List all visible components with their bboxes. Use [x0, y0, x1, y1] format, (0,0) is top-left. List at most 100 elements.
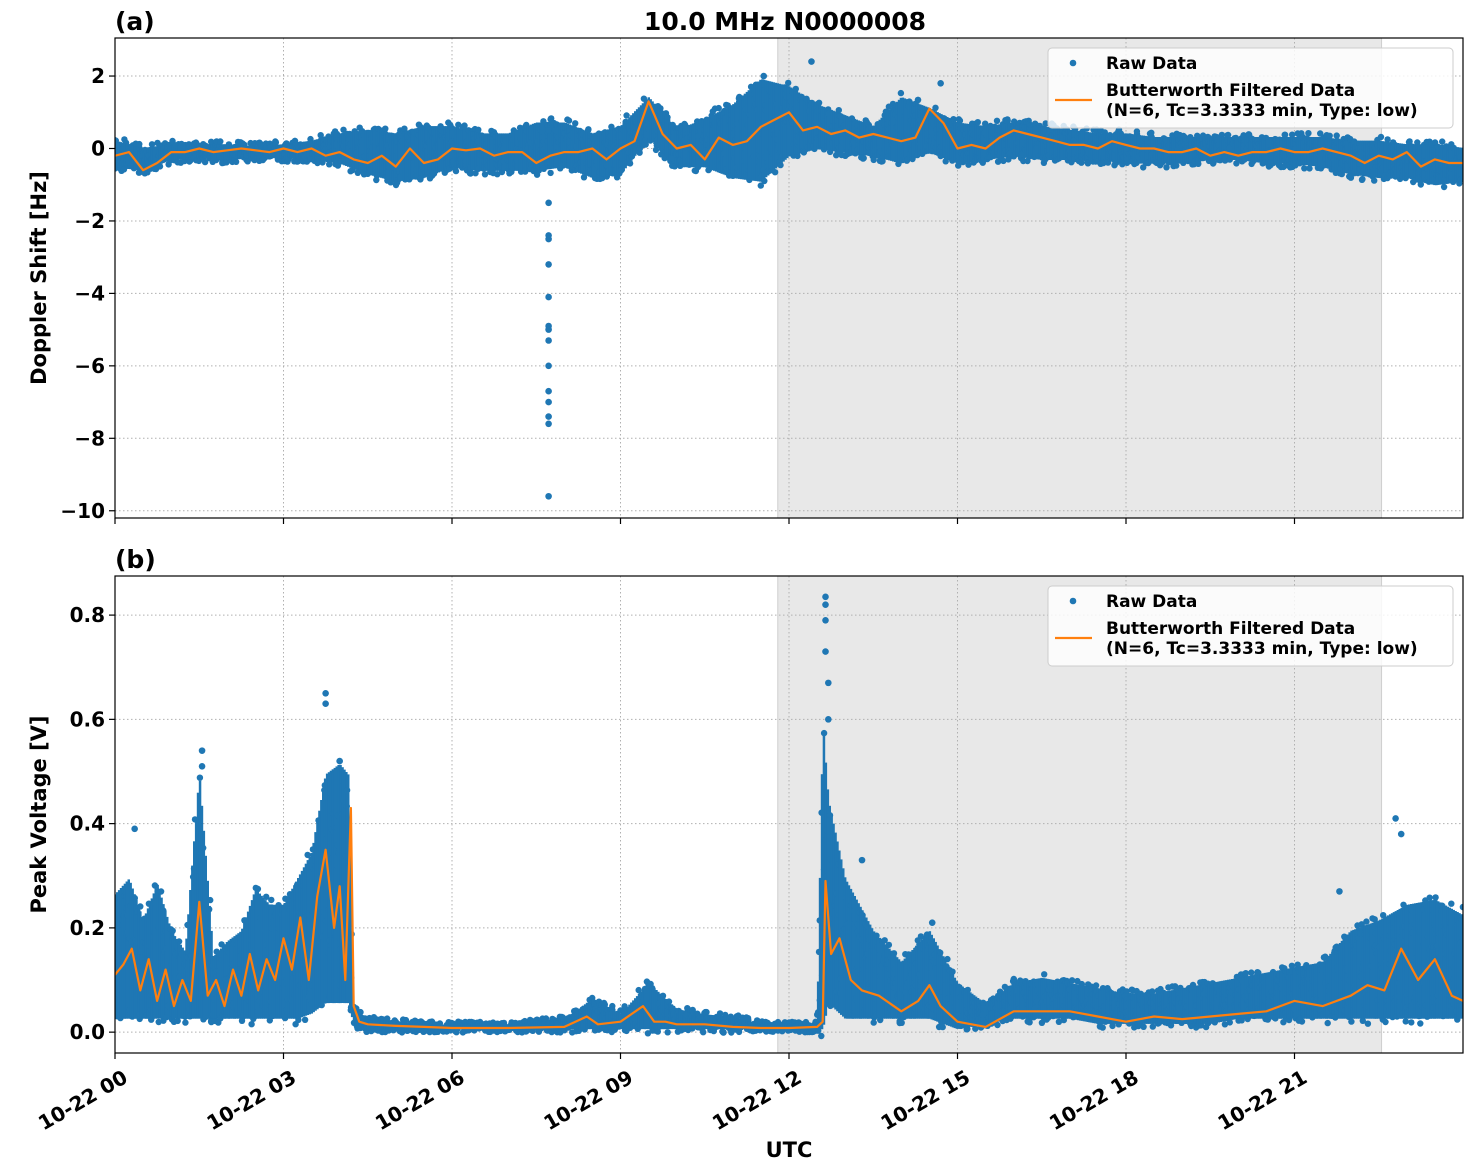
raw-data-band: [218, 950, 221, 1019]
raw-data-band: [1125, 993, 1128, 1024]
raw-data-band: [1360, 140, 1363, 176]
raw-data-band: [150, 898, 154, 1019]
raw-data-band: [1046, 126, 1049, 160]
raw-data-band: [607, 129, 610, 177]
raw-data-point: [1384, 136, 1391, 143]
raw-data-point: [548, 115, 555, 122]
raw-data-band: [651, 101, 654, 142]
raw-data-band: [560, 1019, 564, 1030]
raw-data-band: [1438, 144, 1442, 185]
raw-data-band: [907, 99, 910, 161]
raw-data-point: [182, 1019, 189, 1026]
raw-data-point: [207, 896, 214, 904]
raw-data-band: [1111, 990, 1115, 1024]
raw-data-band: [816, 981, 820, 1030]
raw-data-band: [275, 904, 279, 1019]
raw-data-band: [168, 923, 171, 1019]
raw-data-band: [343, 769, 346, 1004]
raw-data-point: [820, 729, 828, 737]
raw-data-band: [1065, 982, 1068, 1019]
raw-data-point: [232, 158, 240, 165]
raw-data-point: [268, 896, 275, 904]
raw-data-point: [815, 99, 823, 107]
raw-data-band: [664, 999, 668, 1030]
raw-data-band: [859, 906, 862, 1019]
raw-data-band: [1442, 145, 1446, 185]
raw-data-band: [1009, 122, 1012, 157]
raw-data-band: [924, 935, 928, 1019]
raw-data-band: [828, 805, 831, 1005]
raw-data-band: [591, 998, 595, 1030]
raw-data-band: [127, 879, 130, 1019]
raw-data-band: [489, 133, 493, 171]
raw-data-point: [137, 903, 144, 910]
raw-data-band: [456, 1024, 460, 1030]
raw-data-point: [238, 1017, 246, 1024]
raw-data-point: [542, 1015, 550, 1022]
raw-data-band: [1323, 137, 1326, 168]
raw-data-band: [971, 993, 974, 1027]
raw-data-band: [331, 769, 335, 1004]
raw-data-band: [1030, 979, 1034, 1019]
raw-data-band: [368, 129, 371, 175]
raw-data-band: [874, 123, 878, 157]
raw-data-band: [551, 122, 554, 169]
raw-data-band: [988, 1001, 991, 1024]
raw-data-band: [543, 122, 546, 170]
raw-data-band: [553, 122, 556, 169]
raw-data-band: [1319, 137, 1322, 167]
raw-data-band: [1121, 992, 1124, 1024]
raw-data-band: [578, 128, 581, 173]
raw-data-band: [984, 1003, 987, 1024]
raw-data-outlier: [545, 337, 552, 344]
raw-data-point: [942, 158, 949, 165]
raw-data-band: [901, 960, 905, 1019]
raw-data-band: [426, 126, 429, 177]
raw-data-band: [1221, 137, 1224, 160]
raw-data-band: [632, 113, 635, 159]
raw-data-band: [884, 944, 887, 1019]
raw-data-band: [651, 986, 654, 1030]
raw-data-band: [349, 851, 352, 1010]
raw-data-band: [1023, 981, 1026, 1019]
raw-data-point: [1042, 120, 1049, 127]
raw-data-outlier: [545, 235, 552, 243]
raw-data-band: [1007, 123, 1011, 157]
raw-data-band: [863, 913, 866, 1019]
raw-data-band: [703, 1014, 706, 1030]
raw-data-band: [986, 1002, 989, 1024]
raw-data-band: [1392, 142, 1396, 178]
raw-data-band: [1388, 142, 1392, 179]
raw-data-band: [707, 117, 710, 169]
raw-data-band: [1048, 979, 1051, 1019]
raw-data-band: [778, 83, 781, 166]
raw-data-point: [964, 1025, 971, 1033]
raw-data-point: [1289, 131, 1296, 138]
raw-data-band: [1381, 141, 1384, 179]
raw-data-band: [897, 959, 901, 1019]
raw-data-point: [218, 941, 225, 948]
raw-data-band: [279, 144, 283, 159]
raw-data-band: [241, 928, 244, 1019]
raw-data-band: [1096, 988, 1099, 1024]
raw-data-band: [585, 131, 589, 176]
raw-data-point: [881, 937, 888, 944]
raw-data-point: [993, 117, 1001, 125]
raw-data-band: [944, 116, 947, 159]
raw-data-band: [589, 132, 593, 178]
raw-data-band: [339, 133, 342, 164]
raw-data-outlier: [545, 293, 552, 301]
raw-data-band: [1028, 124, 1032, 159]
raw-data-band: [1123, 993, 1126, 1024]
raw-data-band: [722, 109, 726, 175]
raw-data-band: [125, 881, 129, 1019]
raw-data-point: [965, 161, 972, 168]
raw-data-band: [227, 940, 231, 1019]
raw-data-band: [895, 957, 899, 1019]
raw-data-band: [709, 116, 712, 170]
raw-data-band: [830, 814, 833, 1006]
raw-data-band: [1223, 137, 1226, 160]
raw-data-band: [1252, 137, 1255, 162]
raw-data-band: [757, 81, 760, 182]
raw-data-band: [233, 144, 236, 160]
